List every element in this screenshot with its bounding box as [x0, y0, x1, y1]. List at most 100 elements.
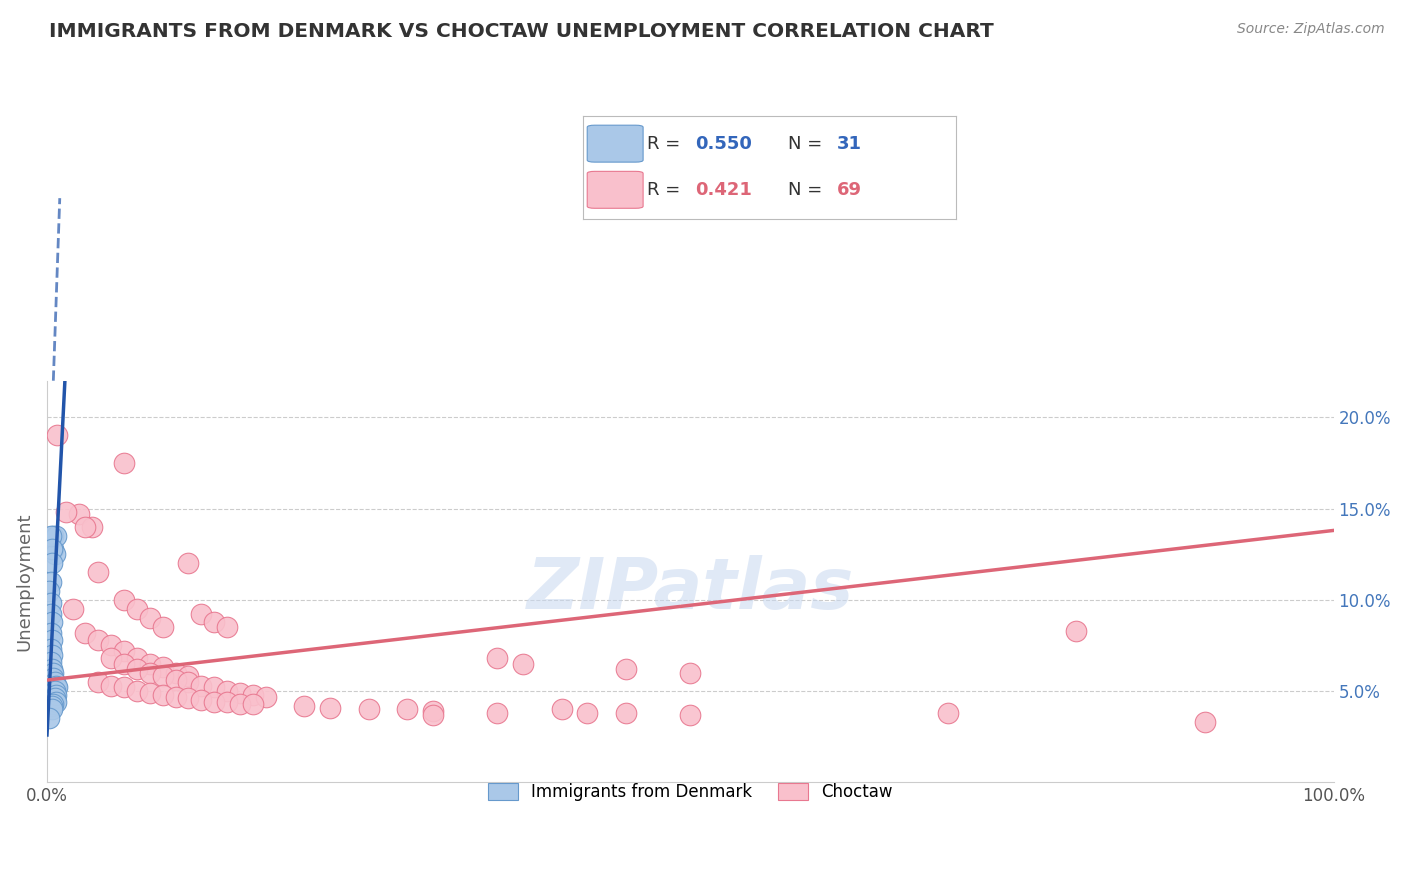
Point [486, 706, 509, 720]
Point [38, 583, 60, 598]
Point [39, 655, 62, 669]
Text: IMMIGRANTS FROM DENMARK VS CHOCTAW UNEMPLOYMENT CORRELATION CHART: IMMIGRANTS FROM DENMARK VS CHOCTAW UNEMP… [49, 22, 994, 41]
Point [550, 702, 572, 716]
Point [229, 697, 252, 711]
Point [614, 706, 637, 720]
Point [152, 669, 174, 683]
Point [576, 706, 599, 720]
Point [41, 632, 63, 647]
Point [165, 673, 187, 687]
Point [41, 615, 63, 629]
Point [202, 615, 225, 629]
Point [42, 529, 65, 543]
Text: 69: 69 [837, 181, 862, 199]
Point [139, 611, 162, 625]
Point [357, 702, 380, 716]
Point [177, 669, 200, 683]
Point [112, 657, 135, 671]
Text: ZIPatlas: ZIPatlas [527, 555, 853, 624]
Point [39, 625, 62, 640]
Point [39, 607, 62, 622]
Point [422, 704, 444, 718]
Point [1064, 624, 1087, 638]
Point [112, 644, 135, 658]
Point [125, 651, 148, 665]
Point [679, 707, 702, 722]
Point [152, 660, 174, 674]
Point [202, 681, 225, 695]
Point [254, 690, 277, 704]
Point [75, 625, 97, 640]
Point [39, 642, 62, 657]
Text: N =: N = [789, 135, 828, 153]
Point [125, 662, 148, 676]
Point [486, 651, 509, 665]
Y-axis label: Unemployment: Unemployment [15, 512, 32, 651]
FancyBboxPatch shape [588, 171, 643, 208]
Point [41, 662, 63, 676]
Point [87, 675, 110, 690]
Point [139, 665, 162, 680]
Point [215, 620, 238, 634]
Point [46, 681, 69, 695]
Point [41, 541, 63, 556]
Point [45, 529, 67, 543]
Legend: Immigrants from Denmark, Choctaw: Immigrants from Denmark, Choctaw [481, 777, 898, 808]
Point [139, 686, 162, 700]
Point [190, 607, 212, 622]
Point [75, 520, 97, 534]
Point [190, 693, 212, 707]
Point [80, 520, 103, 534]
Point [44, 684, 66, 698]
Point [112, 456, 135, 470]
Point [1194, 715, 1216, 730]
Point [242, 697, 264, 711]
Point [396, 702, 419, 716]
Point [512, 657, 534, 671]
Point [45, 695, 67, 709]
Point [41, 556, 63, 570]
Point [242, 688, 264, 702]
Point [152, 620, 174, 634]
Point [936, 706, 959, 720]
Point [87, 566, 110, 580]
Point [229, 686, 252, 700]
Point [177, 675, 200, 690]
Point [112, 592, 135, 607]
Point [42, 665, 65, 680]
Point [139, 657, 162, 671]
Point [614, 662, 637, 676]
Point [44, 691, 66, 706]
Point [292, 698, 315, 713]
Point [39, 529, 62, 543]
Text: R =: R = [647, 181, 686, 199]
Point [45, 679, 67, 693]
Point [152, 688, 174, 702]
Point [42, 671, 65, 685]
Point [44, 547, 66, 561]
Point [215, 695, 238, 709]
Point [38, 711, 60, 725]
Text: 0.550: 0.550 [695, 135, 752, 153]
Point [100, 651, 122, 665]
Point [55, 505, 77, 519]
Point [112, 681, 135, 695]
Point [67, 507, 90, 521]
Point [41, 698, 63, 713]
Text: R =: R = [647, 135, 686, 153]
Text: 0.421: 0.421 [695, 181, 752, 199]
Point [41, 702, 63, 716]
Point [87, 632, 110, 647]
Point [422, 707, 444, 722]
Point [41, 648, 63, 662]
Point [202, 695, 225, 709]
Point [319, 700, 342, 714]
Point [190, 679, 212, 693]
Point [100, 639, 122, 653]
Point [177, 691, 200, 706]
Point [46, 428, 69, 442]
Point [44, 675, 66, 690]
Point [679, 665, 702, 680]
Point [125, 684, 148, 698]
Point [165, 690, 187, 704]
